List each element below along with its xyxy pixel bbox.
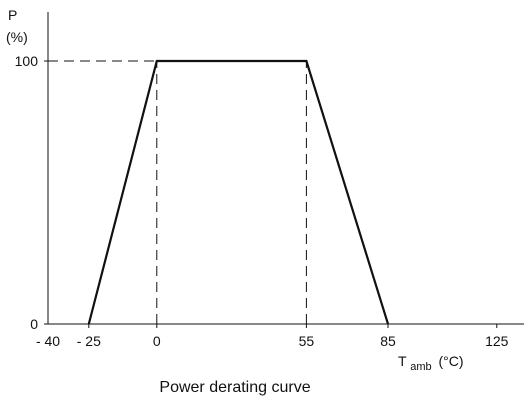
x-tick-label-3: 55 [299,333,315,349]
chart-series [87,59,390,325]
chart-axes [47,12,524,325]
y-tick-label-0: 0 [30,316,38,332]
x-axis-label-unit: (°C) [439,353,464,369]
chart-title: Power derating curve [159,379,310,396]
y-axis-label-unit: (%) [6,29,28,45]
tick-labels: 0 100 - 40 - 25 0 55 85 125 [15,53,509,349]
y-axis-label-main: P [8,7,17,23]
x-tick-label-4: 85 [380,333,396,349]
x-tick-label-2: 0 [153,333,161,349]
series-line-0 [87,59,390,325]
x-tick-label-0: - 40 [36,333,60,349]
x-axis-label-sub: amb [410,361,431,373]
x-axis-label-main: T [398,353,407,369]
y-tick-label-1: 100 [15,53,39,69]
x-tick-label-5: 125 [485,333,509,349]
reference-lines [48,60,307,324]
x-axis-label: T amb (°C) [398,353,464,373]
x-tick-label-1: - 25 [77,333,101,349]
